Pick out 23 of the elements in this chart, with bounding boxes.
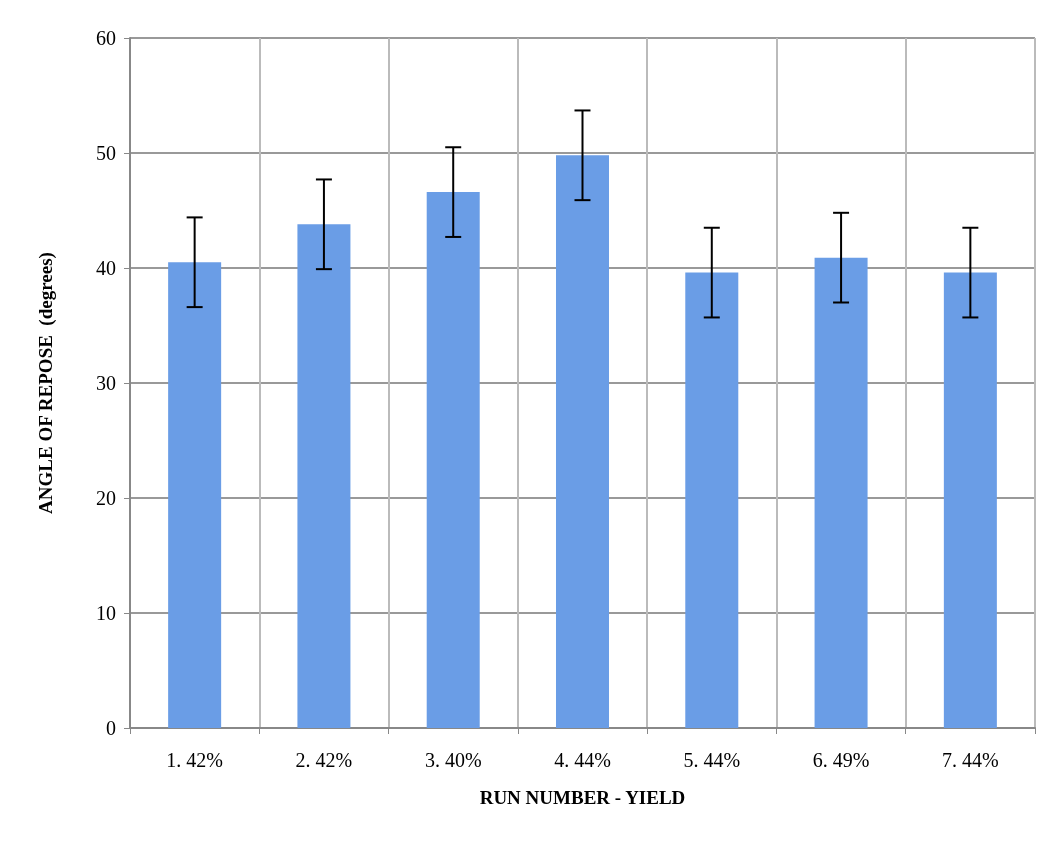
x-tick-label: 7. 44% [942, 749, 999, 771]
x-tick-label: 4. 44% [554, 749, 611, 771]
bar [685, 272, 739, 728]
y-axis-title: ANGLE OF REPOSE (degrees) [35, 252, 57, 514]
x-tick-label: 5. 44% [683, 749, 741, 771]
y-tick-label: 20 [96, 487, 116, 509]
x-tick-label: 6. 49% [812, 749, 870, 771]
x-tick-label: 3. 40% [424, 749, 482, 771]
bar [297, 224, 351, 728]
y-tick-label: 0 [106, 717, 116, 739]
y-tick-label: 50 [96, 142, 116, 164]
x-tick-label: 2. 42% [295, 749, 353, 771]
bar [814, 257, 868, 728]
x-tick-label: 1. 42% [166, 749, 223, 771]
x-axis-title: RUN NUMBER - YIELD [479, 787, 686, 808]
bar [168, 262, 222, 728]
y-tick-label: 60 [96, 27, 116, 49]
bar [943, 272, 997, 728]
y-tick-label: 40 [96, 257, 116, 279]
y-tick-label: 30 [96, 372, 116, 394]
y-tick-label: 10 [96, 602, 116, 624]
bar [426, 192, 480, 728]
bar [556, 155, 609, 728]
